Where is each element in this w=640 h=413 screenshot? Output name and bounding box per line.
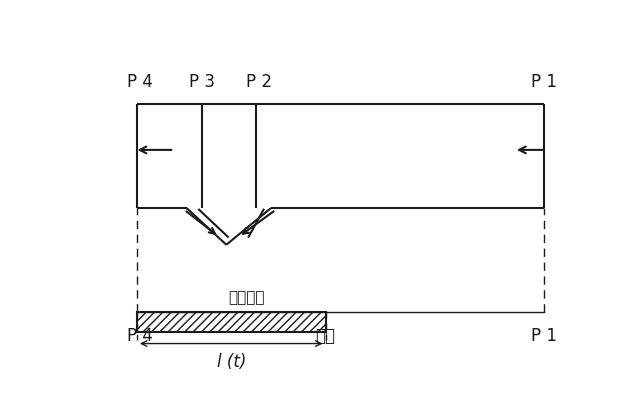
Bar	[137, 312, 326, 332]
Text: P 4: P 4	[127, 326, 152, 344]
Text: 末尾: 末尾	[316, 326, 335, 344]
Text: 渋滞区間: 渋滞区間	[228, 289, 264, 304]
Text: P 4: P 4	[127, 73, 152, 91]
Text: P 1: P 1	[531, 326, 557, 344]
Text: P 2: P 2	[246, 73, 271, 91]
Text: P 3: P 3	[189, 73, 214, 91]
Text: P 1: P 1	[531, 73, 557, 91]
Text: l (t): l (t)	[216, 353, 246, 370]
